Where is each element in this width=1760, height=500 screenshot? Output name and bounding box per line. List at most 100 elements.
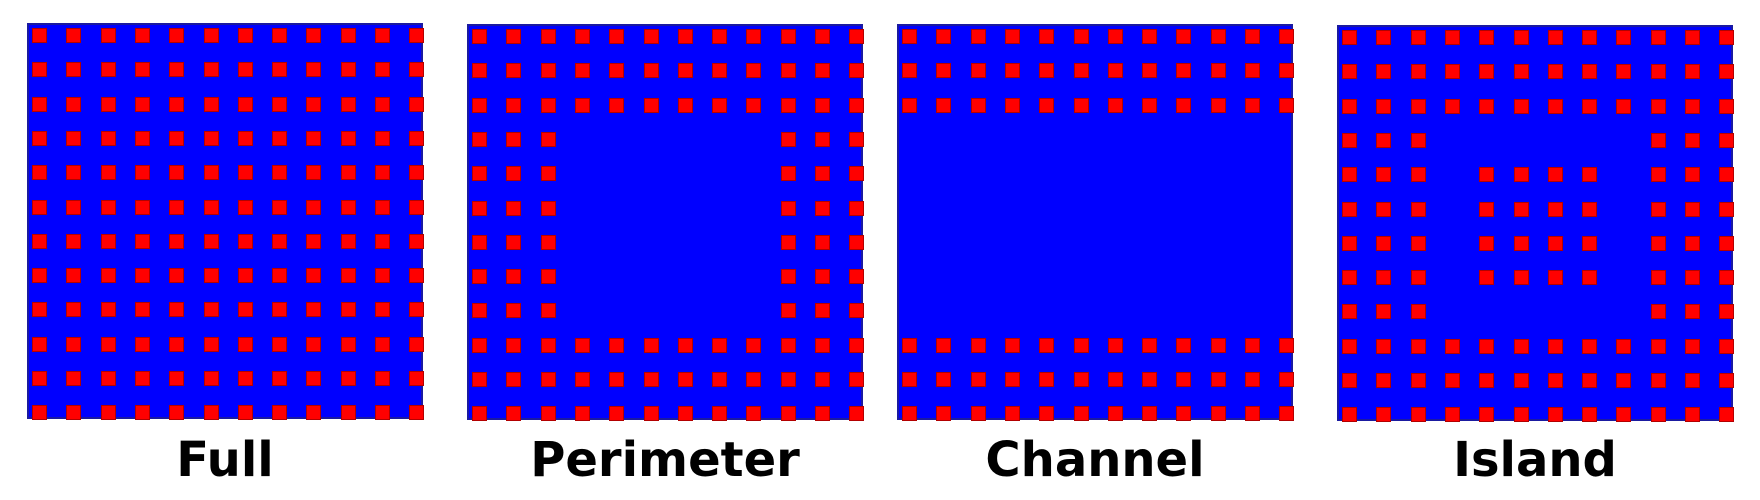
solder-ball [1719,407,1735,423]
solder-ball [746,97,762,113]
solder-ball [203,165,219,181]
solder-ball [780,29,796,44]
solder-ball [375,199,390,215]
solder-ball [506,63,522,79]
solder-ball [66,96,82,112]
solder-ball [1342,338,1357,354]
solder-ball [272,371,288,386]
solder-ball [849,29,865,44]
solder-ball [472,63,487,79]
solder-ball [1444,338,1460,354]
solder-ball [1685,304,1700,320]
solder-ball [1547,270,1563,286]
solder-ball [1245,337,1260,353]
solder-ball [1582,64,1598,80]
solder-ball [1410,270,1426,286]
solder-ball [237,28,253,43]
solder-ball [1685,167,1700,183]
solder-ball [134,336,150,352]
solder-ball [1719,64,1735,80]
solder-ball [1210,29,1226,44]
solder-ball [32,268,47,284]
solder-ball [472,200,487,216]
solder-ball [272,268,288,284]
solder-ball [1004,63,1020,79]
solder-ball [1650,30,1666,45]
solder-ball [1376,98,1392,114]
solder-ball [237,405,253,421]
solder-ball [32,96,47,112]
solder-ball [574,97,590,113]
solder-ball [1376,30,1392,45]
solder-ball [66,28,82,43]
solder-ball [1410,30,1426,45]
panel-island [1337,25,1735,423]
solder-ball [902,29,917,44]
solder-ball [1582,270,1598,286]
solder-ball [1479,270,1495,286]
solder-ball [1513,270,1529,286]
solder-ball [1616,98,1632,114]
solder-ball [306,130,322,146]
solder-ball [1582,201,1598,217]
solder-ball [1650,201,1666,217]
solder-ball [1650,407,1666,423]
solder-ball [1410,373,1426,388]
solder-ball [1107,406,1123,422]
solder-ball [506,303,522,319]
solder-ball [1685,64,1700,80]
solder-ball [1176,29,1192,44]
solder-ball [1142,406,1158,422]
solder-ball [100,165,116,181]
solder-ball [746,63,762,79]
solder-ball [66,62,82,78]
solder-ball [1547,167,1563,183]
solder-ball [815,29,830,44]
solder-ball [506,337,522,353]
solder-ball [506,200,522,216]
solder-ball [1685,30,1700,45]
solder-ball [1039,337,1055,353]
solder-ball [970,29,986,44]
solder-ball [237,62,253,78]
solder-ball [1547,338,1563,354]
solder-ball [815,303,830,319]
solder-ball [1410,235,1426,251]
solder-ball [340,302,356,318]
solder-ball [1685,132,1700,148]
solder-ball [780,234,796,250]
solder-ball [1479,30,1495,45]
solder-ball [340,268,356,284]
solder-ball [272,336,288,352]
solder-ball [169,199,185,215]
solder-ball [1210,372,1226,387]
solder-ball [306,336,322,352]
solder-ball [936,337,952,353]
solder-ball [902,372,917,387]
solder-ball [375,96,390,112]
solder-ball [272,199,288,215]
solder-ball [1513,30,1529,45]
solder-ball [936,406,952,422]
solder-ball [1410,64,1426,80]
solder-ball [746,337,762,353]
solder-ball [66,233,82,249]
solder-ball [1004,97,1020,113]
solder-ball [340,336,356,352]
solder-ball [134,62,150,78]
solder-ball [1650,373,1666,388]
solder-ball [1582,235,1598,251]
solder-ball [306,96,322,112]
solder-ball [849,97,865,113]
solder-ball [1547,235,1563,251]
solder-ball [1376,304,1392,320]
solder-ball [643,29,659,44]
solder-ball [780,200,796,216]
solder-ball [169,96,185,112]
solder-ball [1650,304,1666,320]
solder-ball [375,233,390,249]
solder-ball [1444,373,1460,388]
solder-ball [540,29,556,44]
solder-ball [506,131,522,147]
solder-ball [169,28,185,43]
